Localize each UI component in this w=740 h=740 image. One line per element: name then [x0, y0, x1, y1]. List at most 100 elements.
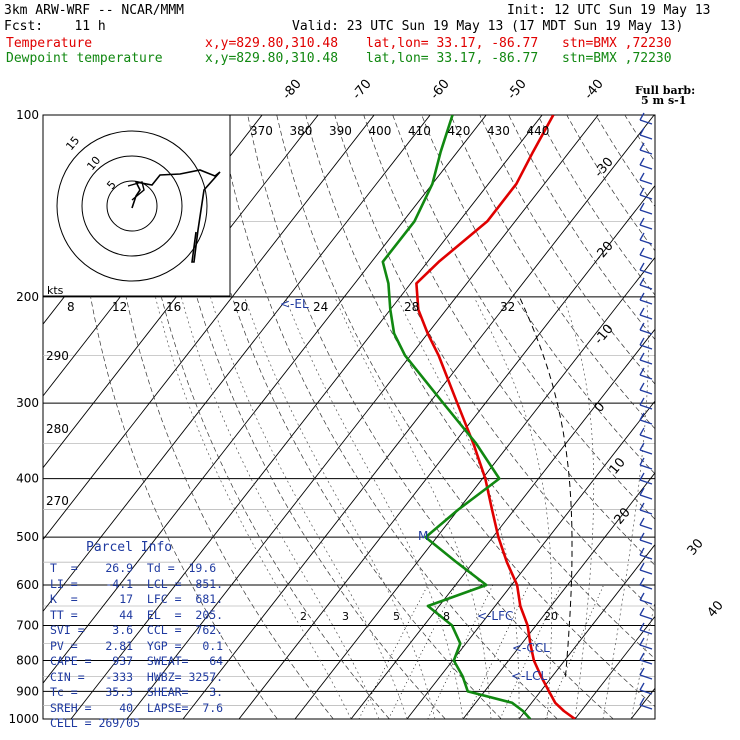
wind-barb: [639, 457, 653, 470]
wind-barb: [639, 187, 653, 200]
wind-barb: [639, 112, 653, 125]
sounding-annotation: <-CCL: [512, 641, 550, 655]
theta-e-label: 280: [46, 422, 69, 436]
barb-flag: [639, 172, 645, 181]
mixing-ratio-line: [499, 584, 562, 719]
mixing-ratio-line: [358, 584, 429, 719]
parcel-info-row: CAPE = 937 SWEAT= 64: [50, 654, 224, 668]
dry-adiabat: [683, 115, 740, 719]
temperature-tick-label: -70: [350, 77, 375, 103]
barb-flag: [639, 277, 645, 286]
wind-barb: [639, 397, 653, 410]
barb-staff: [639, 374, 653, 380]
isotherm-line: [406, 400, 655, 719]
barb-staff: [639, 239, 653, 245]
wind-barb: [639, 532, 653, 545]
wind-barb: [639, 442, 653, 455]
wind-barb: [639, 517, 653, 530]
barb-staff: [639, 479, 653, 485]
wind-barb: [639, 472, 653, 485]
isotherm-line: [70, 115, 543, 719]
temperature-tick-label: -80: [280, 77, 305, 103]
hodograph-ring: [106, 180, 158, 232]
barb-staff: [639, 404, 653, 410]
parcel-info-row: Tc = 35.3 SHEAR= 3.: [50, 685, 224, 699]
barb-flag: [639, 697, 645, 706]
wind-barb: [639, 292, 653, 305]
wind-barb: [639, 562, 653, 575]
barb-staff: [639, 419, 653, 425]
hodograph-trace: [131, 169, 221, 263]
dry-adiabat: [363, 115, 655, 566]
mixing-ratio-line: [465, 584, 530, 719]
speed-scale-label: 8: [67, 300, 75, 314]
barb-staff: [639, 209, 653, 215]
barb-staff: [639, 284, 653, 290]
forecast-hour: Fcst: 11 h: [4, 19, 106, 34]
dry-adiabat: [276, 115, 655, 708]
barb-flag: [639, 232, 645, 241]
legend-temperature-stn: stn=BMX ,72230: [562, 36, 672, 51]
isotherm-line: [294, 256, 655, 719]
barb-flag: [639, 427, 645, 436]
barb-staff: [639, 224, 653, 230]
barb-flag: [639, 532, 645, 541]
dry-adiabat: [131, 115, 390, 719]
barb-flag: [639, 487, 645, 496]
barb-flag: [639, 337, 645, 346]
barb-flag: [639, 682, 645, 691]
pressure-label: 1000: [8, 712, 39, 726]
isotherm-line: [43, 115, 375, 541]
barb-staff: [639, 569, 653, 575]
isotherm-line: [350, 328, 655, 719]
barb-flag: [639, 247, 645, 256]
barb-staff: [639, 269, 653, 275]
temperature-tick-label: -40: [582, 77, 607, 103]
barb-legend-title: Full barb:: [635, 84, 695, 97]
valid-time: Valid: 23 UTC Sun 19 May 13 (17 MDT Sun …: [292, 19, 684, 34]
barb-flag: [639, 397, 645, 406]
wind-barb: [639, 487, 653, 500]
isotherm-line: [574, 615, 655, 719]
dewpoint-trace: [381, 115, 532, 719]
isotherm-line: [43, 115, 319, 469]
barb-staff: [639, 254, 653, 260]
isotherm-line: [43, 115, 487, 684]
wind-barb: [639, 322, 653, 335]
barb-flag: [639, 667, 645, 676]
speed-scale-label: 16: [166, 300, 181, 314]
isotherm-line: [182, 115, 655, 719]
barb-flag: [639, 382, 645, 391]
barb-staff: [639, 584, 653, 590]
parcel-info-row: LI = -4.1 LCL = 851.: [50, 576, 224, 591]
init-time: Init: 12 UTC Sun 19 May 13: [507, 3, 711, 18]
barb-flag: [639, 352, 645, 361]
pressure-label: 300: [16, 396, 39, 410]
theta-label: 430: [487, 124, 510, 138]
barb-flag: [639, 202, 645, 211]
mixing-ratio-line: [427, 584, 494, 719]
barb-staff: [639, 389, 653, 395]
parcel-info-row: CELL = 269/05: [50, 716, 141, 730]
theta-label: 420: [448, 124, 471, 138]
wind-barb: [639, 277, 653, 290]
moist-adiabat: [473, 296, 553, 719]
dry-adiabat: [247, 115, 614, 719]
dry-adiabat: [653, 115, 655, 118]
wind-barb: [639, 142, 653, 155]
isotherm-line: [238, 184, 655, 719]
parcel-info-row: K = 17 LFC = 681.: [50, 592, 224, 606]
dry-adiabat: [218, 115, 558, 719]
barb-staff: [639, 689, 653, 695]
wind-barb: [639, 247, 653, 260]
barb-flag: [639, 562, 645, 571]
speed-scale-label: 24: [313, 300, 328, 314]
mixing-ratio-label: 2: [300, 610, 307, 623]
barb-flag: [639, 127, 645, 136]
barb-staff: [639, 614, 653, 620]
barb-staff: [639, 599, 653, 605]
isotherm-line: [518, 543, 655, 719]
barb-staff: [639, 674, 653, 680]
parcel-info-row: SVI = 3.6 CCL = 762.: [50, 623, 224, 637]
